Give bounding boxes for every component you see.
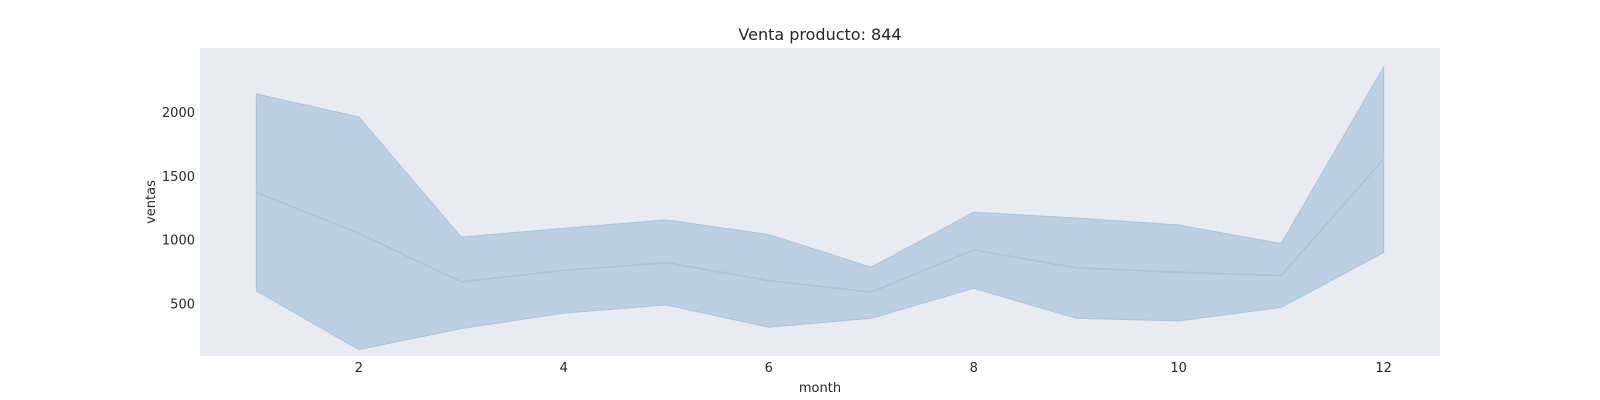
x-tick-label: 10	[1170, 361, 1187, 376]
y-tick-label: 1500	[162, 170, 195, 185]
x-tick-labels: 2 4 6 8 10 12	[355, 361, 1392, 376]
series-line-layer	[256, 158, 1385, 294]
y-tick-label: 1000	[162, 234, 195, 249]
x-axis-label: month	[799, 381, 841, 396]
confidence-band-0	[255, 65, 1385, 351]
y-axis-label: ventas	[144, 180, 159, 224]
y-tick-labels: 500 1000 1500 2000	[162, 106, 195, 313]
x-tick-label: 8	[970, 361, 978, 376]
confidence-band-layer	[255, 65, 1385, 351]
x-tick-label: 2	[355, 361, 363, 376]
y-tick-label: 500	[170, 298, 195, 313]
chart-title: Venta producto: 844	[738, 25, 901, 44]
series-line-0	[256, 158, 1385, 294]
x-tick-label: 6	[765, 361, 773, 376]
x-tick-label: 12	[1375, 361, 1392, 376]
x-tick-label: 4	[560, 361, 568, 376]
y-tick-label: 2000	[162, 106, 195, 121]
